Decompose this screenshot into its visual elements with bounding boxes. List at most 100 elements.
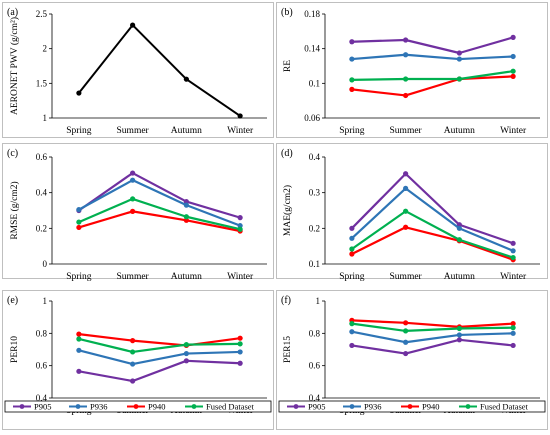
series-line-fused-dataset [351,322,514,333]
y-tick-label: 0.6 [36,152,48,162]
series-line [351,172,514,245]
series-line [351,36,514,55]
chart-panel-c: 0 0.2 0.4 0.6 Spring Summer Autumn Winter RMSE (… [2,143,274,282]
x-tick-label: Summer [117,272,150,282]
legend-swatch-marker [407,404,413,409]
data-point [130,361,136,367]
panel-label: (d) [281,148,293,159]
data-point [510,73,516,79]
data-point [510,53,516,60]
data-point [183,217,189,223]
y-tick-label: 0.4 [36,188,48,198]
panel-border [2,143,274,279]
y-tick-label: 2 [43,44,48,54]
data-point [403,52,409,58]
x-tick-label: Winter [500,126,527,136]
y-tick-label: 0.06 [304,113,320,123]
legend-label: Fused Dataset [206,402,255,412]
x-tick-label: Summer [117,126,150,136]
data-point [456,332,462,338]
y-tick-label: 2.5 [36,9,48,19]
data-point [76,219,82,225]
data-point [183,214,189,220]
x-tick-label: Spring [339,272,365,282]
data-point [510,34,516,41]
series-line [351,210,514,259]
data-point [403,320,409,326]
data-point [349,251,355,257]
data-point [510,330,516,336]
panel-label: (f) [281,295,291,306]
data-point [130,170,136,176]
data-point [183,350,189,357]
data-point [510,342,516,349]
data-point [510,325,516,331]
data-point [403,224,409,230]
legend-swatch-marker [19,404,25,409]
y-tick-label: 0.6 [36,361,48,371]
chart-panel-e: 0.40.60.81SpringSummerAutumnWinterPER10(… [2,290,274,430]
data-point [349,225,355,231]
data-point [510,321,516,327]
data-point [237,349,243,355]
series-line [78,171,241,219]
chart-panel-d: 0.1 0.2 0.3 0.4 Spring Summer Autumn Winter MAE(… [276,143,548,282]
y-tick-label: 1 [43,113,48,123]
series-line [351,75,514,97]
data-point [183,358,189,364]
data-point [510,68,516,74]
data-point [456,56,462,62]
legend-swatch-marker [75,404,81,409]
data-point [76,368,82,374]
data-point [403,37,409,43]
data-point [403,171,409,177]
data-point [403,339,409,345]
panel-label: (a) [7,7,18,18]
data-point [76,224,82,231]
y-tick-label: 0.2 [309,223,320,233]
data-point [349,342,355,349]
chart-panel-a: 1 1.5 2 2.5 Spring Summer Autumn Winter AERONET … [2,2,274,138]
data-point [130,208,136,214]
y-tick-label: 1 [316,296,321,306]
data-point [349,39,355,45]
data-point [237,341,243,347]
y-axis-label: AERONET PWV (g/cm²) [9,17,20,115]
data-point [183,342,189,348]
data-point [349,321,355,327]
data-point [183,202,189,208]
data-point [76,331,82,337]
y-axis-label: PER15 [283,336,293,363]
data-point [76,336,82,342]
legend-swatch-marker [191,404,197,409]
data-point [456,225,462,231]
legend-label: P940 [148,402,165,412]
x-tick-label: Autumn [171,126,202,136]
series-line-p905 [78,359,241,383]
data-point [403,328,409,334]
y-tick-label: 0.4 [309,152,321,162]
x-tick-label: Spring [66,272,92,282]
panel-border [276,2,548,138]
data-point [403,92,409,99]
series-line [78,197,241,231]
legend-label: P936 [90,402,107,412]
data-point [130,177,136,183]
data-point [403,350,409,357]
data-point [183,198,189,205]
data-point [237,360,243,366]
data-point [130,349,136,355]
panel-label: (b) [281,7,293,18]
x-tick-label: Autumn [444,272,475,282]
data-point [349,86,355,92]
x-tick-label: Spring [66,126,92,136]
data-point [349,329,355,335]
series-line-fused-dataset [78,337,241,354]
data-point [130,196,136,202]
y-axis-label: PER10 [10,336,20,363]
chart-panel-b: 0.06 0.1 0.14 0.18 Spring Summer Autumn Winter R… [276,2,548,138]
series-line [351,187,514,252]
panel-border [2,2,274,138]
x-tick-label: Winter [500,272,527,282]
y-tick-label: 0.2 [36,223,47,233]
